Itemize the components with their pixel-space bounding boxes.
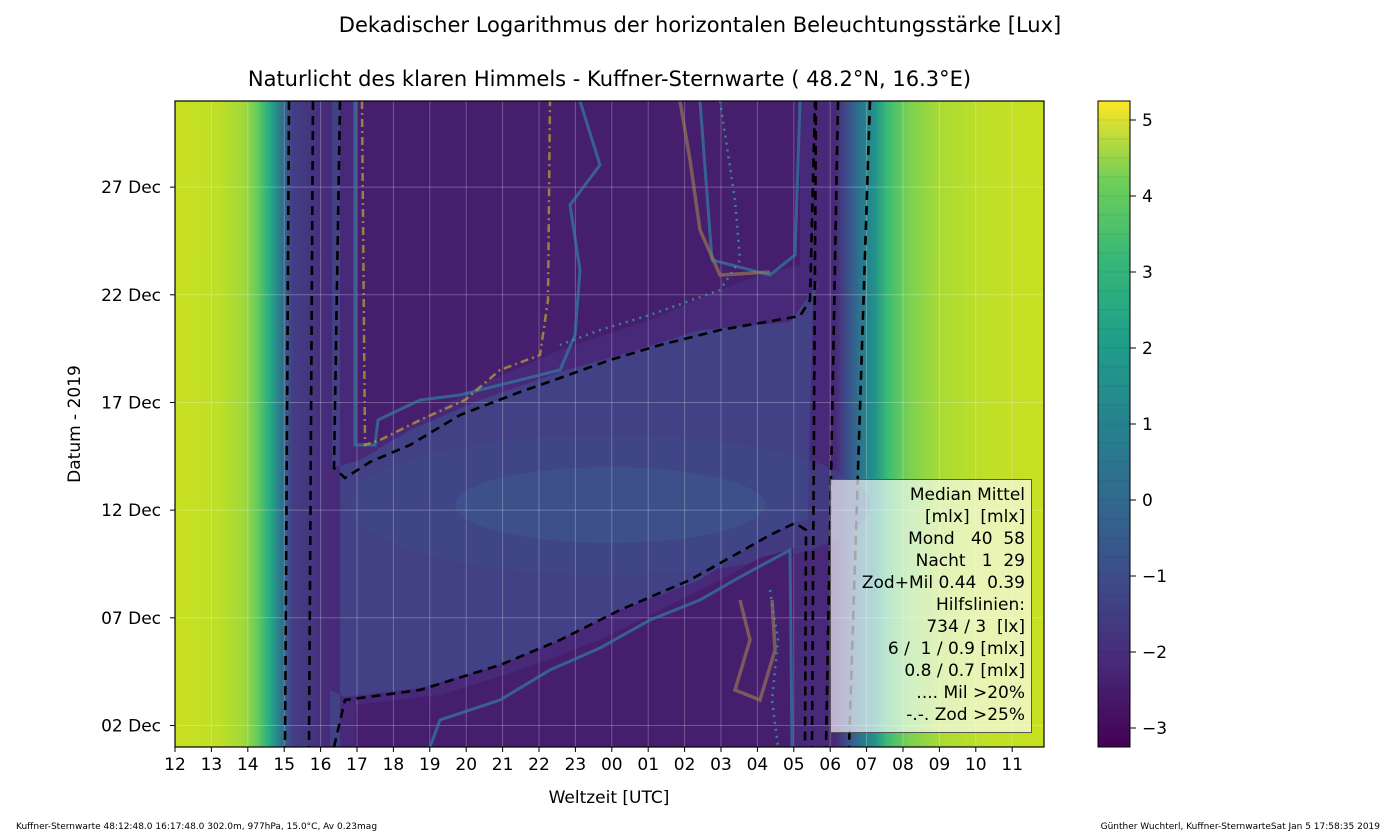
- contour-zod-bottom: [732, 599, 777, 703]
- x-tick-label: 15: [273, 755, 295, 775]
- legend-line: Hilfslinien:: [936, 595, 1025, 615]
- y-tick-label: 17 Dec: [101, 393, 161, 413]
- colorbar-tick-label: 5: [1142, 111, 1153, 131]
- colorbar-tick-label: 0: [1142, 491, 1153, 511]
- contour-dashed-right-2: [824, 101, 840, 747]
- x-tick-label: 00: [601, 755, 623, 775]
- moonlit-region: [330, 101, 820, 747]
- y-axis-label: Datum - 2019: [65, 365, 85, 483]
- colorbar-tick-label: 2: [1142, 339, 1153, 359]
- x-tick-label: 18: [383, 755, 405, 775]
- x-tick-label: 12: [164, 755, 186, 775]
- x-tick-label: 17: [346, 755, 368, 775]
- x-tick-label: 22: [528, 755, 550, 775]
- dark-region-bottom: [355, 548, 795, 747]
- figure-suptitle: Dekadischer Logarithmus der horizontalen…: [338, 13, 1062, 37]
- x-axis-label: Weltzeit [UTC]: [549, 788, 670, 808]
- x-tick-label: 14: [237, 755, 259, 775]
- contour-zod-top: [360, 101, 552, 447]
- colorbar-tick-label: −3: [1142, 719, 1167, 739]
- colorbar-ticks: 5 4 3 2 1 0 −1 −2 −3: [1130, 111, 1167, 739]
- colorbar-tick-label: −1: [1142, 567, 1167, 587]
- x-tick-label: 13: [201, 755, 223, 775]
- legend-line: 734 / 3 [lx]: [926, 617, 1025, 637]
- legend-line: [mlx] [mlx]: [924, 507, 1025, 527]
- contour-mil-bottom: [768, 589, 780, 747]
- legend-line: Nacht 1 29: [915, 551, 1025, 571]
- contour-dashed-moon-bottom: [332, 521, 808, 747]
- legend-line: Mond 40 58: [908, 529, 1025, 549]
- x-tick-label: 20: [455, 755, 477, 775]
- x-tick-label: 11: [1001, 755, 1023, 775]
- colorbar-tick-label: 4: [1142, 187, 1153, 207]
- x-tick-label: 23: [565, 755, 587, 775]
- colorbar-tick-label: 1: [1142, 415, 1153, 435]
- y-axis: 02 Dec 07 Dec 12 Dec 17 Dec 22 Dec 27 Dec: [101, 178, 175, 736]
- legend-line: 0.8 / 0.7 [mlx]: [904, 661, 1025, 681]
- colorbar-tick-label: 3: [1142, 263, 1153, 283]
- contour-mil-top: [559, 101, 742, 347]
- colorbar: 5 4 3 2 1 0 −1 −2 −3: [1097, 100, 1167, 748]
- y-tick-label: 12 Dec: [101, 501, 161, 521]
- contour-moon-solid-bottom: [428, 547, 794, 747]
- legend-line: Zod+Mil 0.44 0.39: [861, 573, 1025, 593]
- x-tick-label: 06: [819, 755, 841, 775]
- x-tick-label: 16: [310, 755, 332, 775]
- colorbar-bands: [1098, 100, 1130, 748]
- chart-title: Naturlicht des klaren Himmels - Kuffner-…: [247, 67, 972, 91]
- contour-moon-solid-top: [353, 101, 802, 447]
- contour-zod-right: [678, 101, 771, 277]
- legend-line: .... Mil >20%: [916, 683, 1025, 703]
- footer-right: Günther Wuchterl, Kuffner-SternwarteSat …: [1100, 822, 1380, 832]
- x-tick-label: 02: [674, 755, 696, 775]
- legend-line: -.-. Zod >25%: [906, 705, 1025, 725]
- x-tick-label: 07: [856, 755, 878, 775]
- x-tick-label: 04: [747, 755, 769, 775]
- axes-frame: [174, 100, 1045, 748]
- x-tick-label: 05: [783, 755, 805, 775]
- contour-lines: [283, 101, 872, 747]
- contour-dashed-right-3: [847, 101, 872, 747]
- grid-lines: [174, 101, 1044, 747]
- x-tick-label: 10: [965, 755, 987, 775]
- y-tick-label: 02 Dec: [101, 716, 161, 736]
- contour-dashed-right-1: [810, 101, 818, 747]
- x-tick-label: 03: [710, 755, 732, 775]
- y-tick-label: 22 Dec: [101, 286, 161, 306]
- x-tick-label: 08: [892, 755, 914, 775]
- y-tick-label: 07 Dec: [101, 609, 161, 629]
- x-tick-label: 21: [492, 755, 514, 775]
- contour-dashed-left-1: [283, 101, 291, 747]
- x-tick-label: 19: [419, 755, 441, 775]
- colorbar-gradient: [1098, 101, 1130, 747]
- colorbar-tick-label: −2: [1142, 643, 1167, 663]
- x-tick-label: 01: [637, 755, 659, 775]
- x-tick-label: 09: [929, 755, 951, 775]
- footer-left: Kuffner-Sternwarte 48:12:48.0 16:17:48.0…: [16, 822, 378, 832]
- x-axis: 12 13 14 15 16 17 18 19 20 21 22 23 00 01 02 03 04 05 06 07…: [164, 747, 1023, 775]
- legend-box: Median Mittel [mlx] [mlx] Mond 40 58 Nacht …: [830, 479, 1032, 733]
- legend-line: 6 / 1 / 0.9 [mlx]: [887, 639, 1025, 659]
- contour-dashed-left-2: [307, 101, 315, 747]
- y-tick-label: 27 Dec: [101, 178, 161, 198]
- legend-line: Median Mittel: [909, 485, 1025, 505]
- dark-region-top: [355, 101, 800, 445]
